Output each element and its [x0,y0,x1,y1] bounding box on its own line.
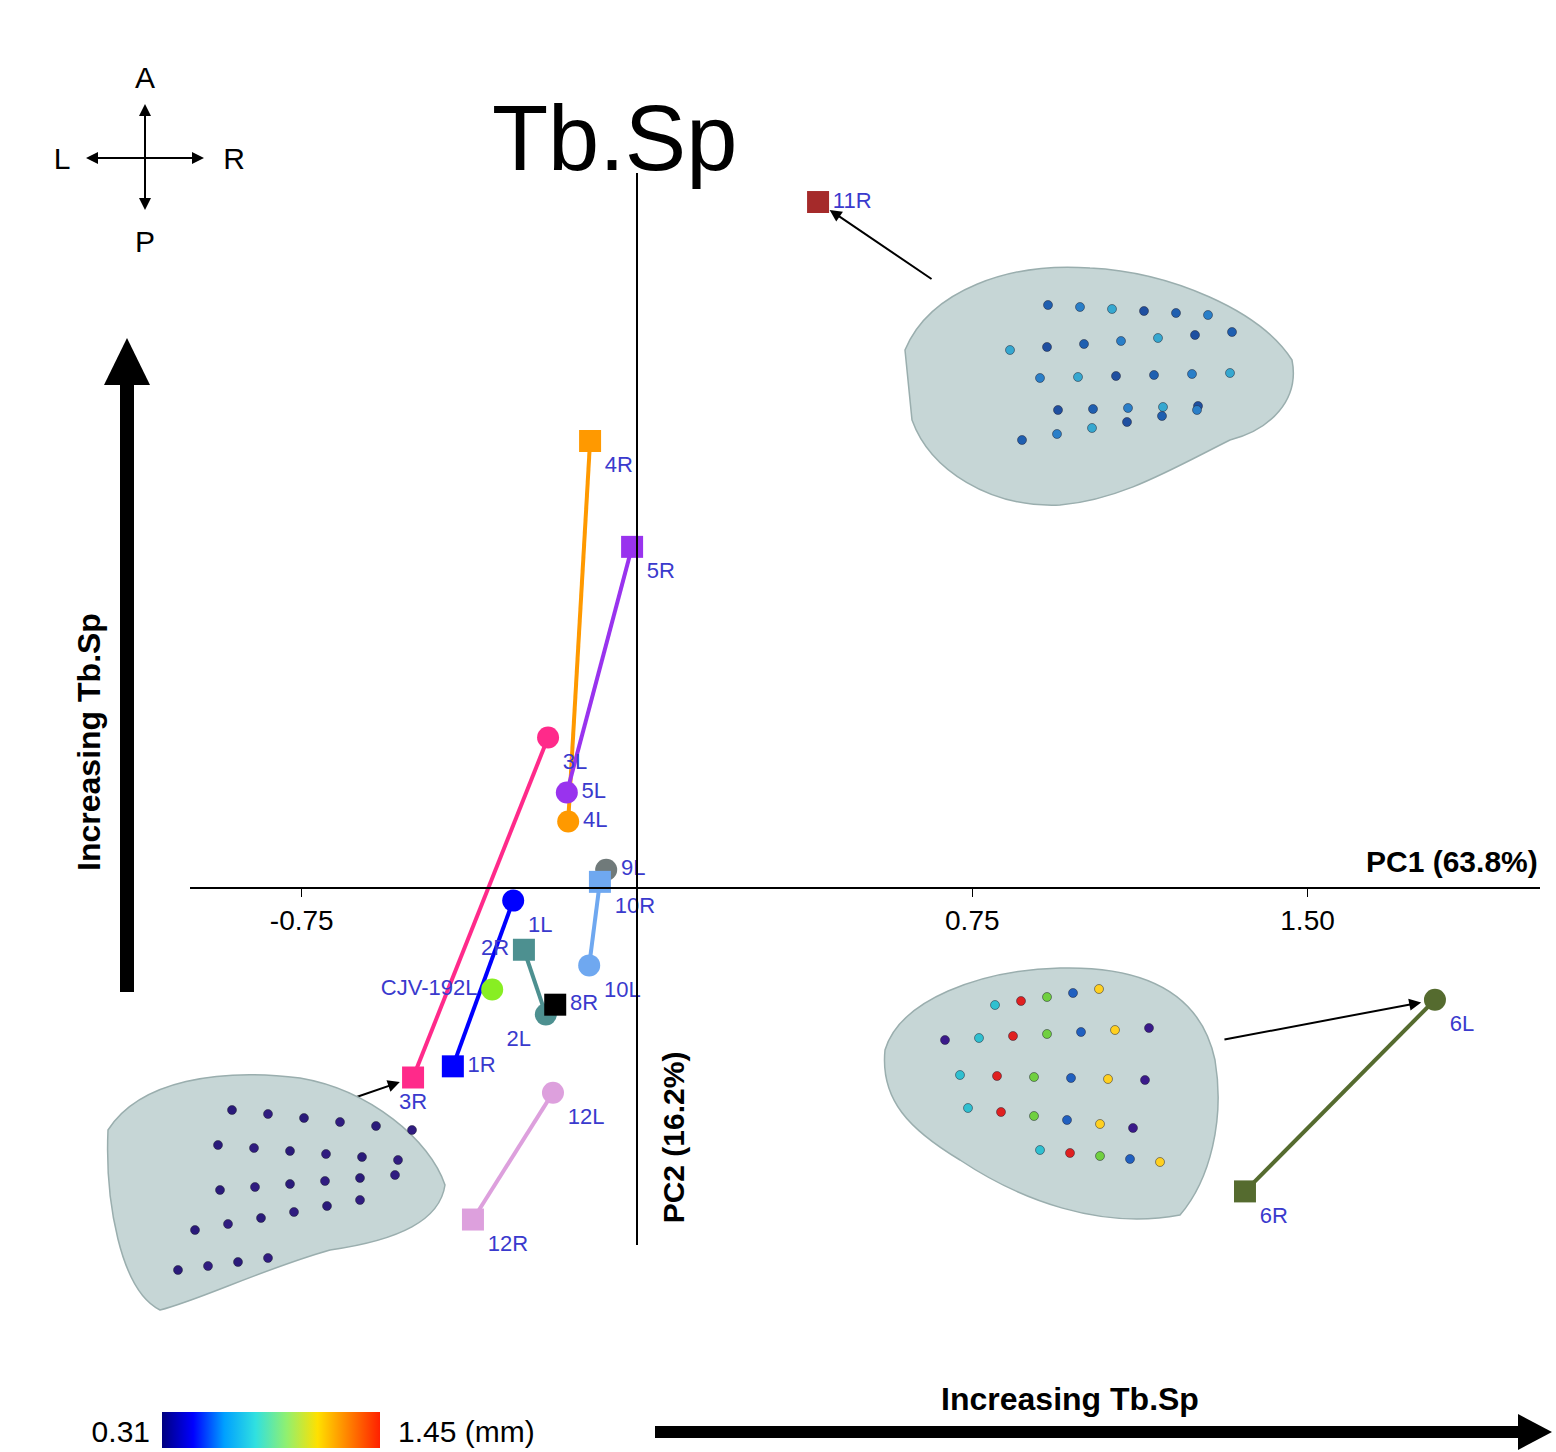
svg-text:P: P [135,225,155,258]
svg-text:4R: 4R [605,452,633,477]
svg-text:11R: 11R [833,188,872,213]
svg-text:10L: 10L [604,977,641,1002]
svg-text:12L: 12L [568,1104,605,1129]
svg-text:10R: 10R [615,893,655,918]
svg-text:4L: 4L [583,807,607,832]
svg-text:2R: 2R [481,935,509,960]
svg-text:A: A [135,61,155,94]
svg-text:Increasing Tb.Sp: Increasing Tb.Sp [941,1381,1199,1417]
svg-text:R: R [223,142,245,175]
svg-text:0.75: 0.75 [945,905,1000,936]
svg-text:6L: 6L [1450,1011,1474,1036]
svg-text:9L: 9L [621,855,645,880]
svg-text:5R: 5R [647,558,675,583]
svg-text:Tb.Sp: Tb.Sp [492,87,737,189]
svg-text:1.45 (mm): 1.45 (mm) [398,1415,535,1448]
svg-text:-0.75: -0.75 [270,905,334,936]
svg-text:L: L [54,142,71,175]
svg-text:12R: 12R [488,1231,528,1256]
svg-text:6R: 6R [1260,1203,1288,1228]
svg-text:CJV-192L: CJV-192L [381,975,478,1000]
svg-text:PC2 (16.2%): PC2 (16.2%) [657,1052,690,1224]
svg-text:0.31: 0.31 [92,1415,150,1448]
svg-text:5L: 5L [582,778,606,803]
svg-text:3L: 3L [563,749,587,774]
svg-text:8R: 8R [570,990,598,1015]
svg-text:1R: 1R [468,1052,496,1077]
svg-text:1.50: 1.50 [1280,905,1335,936]
svg-text:PC1 (63.8%): PC1 (63.8%) [1366,845,1538,878]
svg-text:Increasing Tb.Sp: Increasing Tb.Sp [71,613,107,871]
svg-text:3R: 3R [399,1089,427,1114]
svg-text:2L: 2L [507,1026,531,1051]
svg-text:1L: 1L [528,912,552,937]
